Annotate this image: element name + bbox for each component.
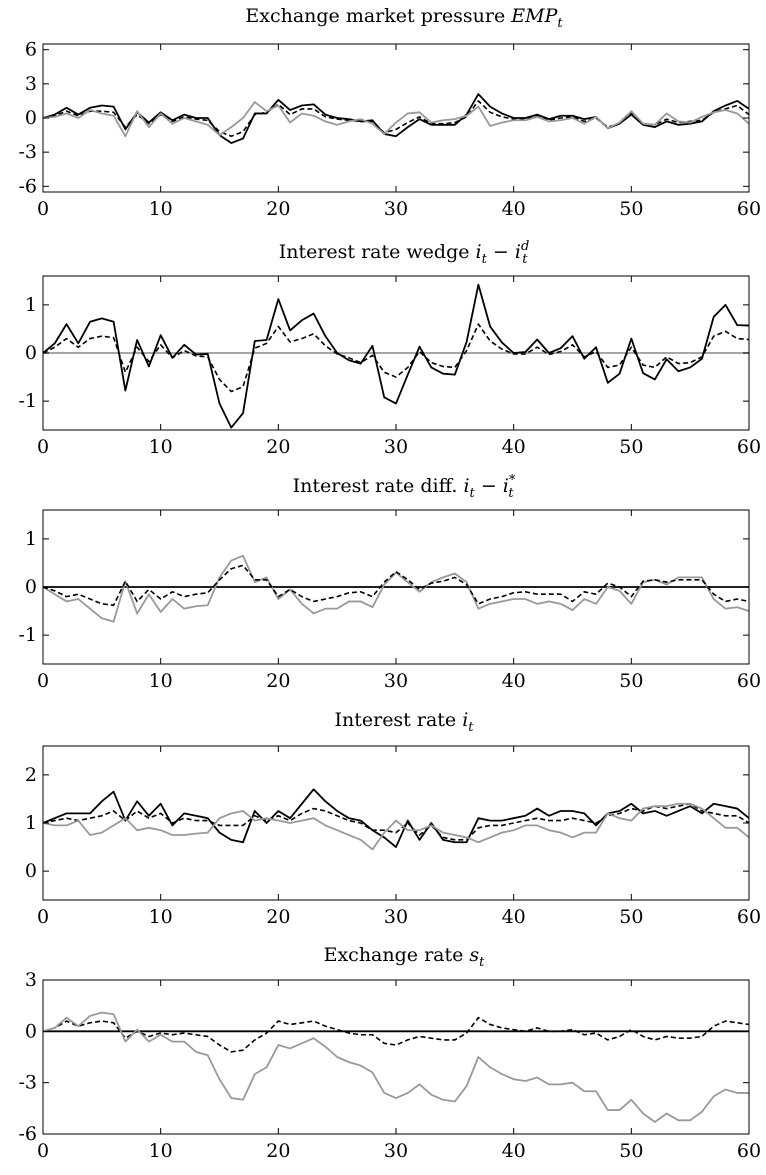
y-tick-label: 0 bbox=[25, 576, 37, 598]
x-tick-label: 60 bbox=[737, 198, 761, 220]
y-tick-label: 0 bbox=[25, 107, 37, 129]
y-tick-label: -1 bbox=[18, 390, 37, 412]
series-line-4-1 bbox=[43, 788, 749, 848]
series-group-2 bbox=[43, 283, 749, 429]
x-tick-label: 0 bbox=[37, 670, 49, 692]
x-tick-label: 10 bbox=[149, 1140, 173, 1162]
series-line-3-2 bbox=[43, 554, 749, 623]
x-tick-label: 30 bbox=[384, 906, 408, 928]
x-tick-label: 50 bbox=[619, 198, 643, 220]
x-tick-label: 20 bbox=[266, 1140, 290, 1162]
chart-title-5: Exchange rate st bbox=[324, 944, 486, 970]
x-tick-label: 60 bbox=[737, 670, 761, 692]
y-tick-label: 2 bbox=[25, 764, 37, 786]
plot-frame-1 bbox=[42, 43, 750, 193]
x-tick-label: 40 bbox=[502, 906, 526, 928]
y-tick-label: -3 bbox=[18, 1072, 37, 1094]
chart-panel-4: Interest rate it 0 10 20 30 40 50 60 0 1 2 bbox=[25, 709, 761, 928]
chart-panel-5: Exchange rate st 0 10 20 30 40 50 60 -6 -3 0 3 bbox=[18, 944, 761, 1162]
x-tick-label: 40 bbox=[502, 670, 526, 692]
x-tick-label: 60 bbox=[737, 436, 761, 458]
chart-panel-2: Interest rate wedge it − id t0 10 20 30 40 50 6… bbox=[18, 239, 761, 458]
series-group-1 bbox=[43, 93, 749, 144]
x-tick-label: 40 bbox=[502, 198, 526, 220]
chart-title-2: Interest rate wedge it − id t bbox=[279, 239, 530, 267]
x-tick-label: 60 bbox=[737, 1140, 761, 1162]
x-tick-label: 20 bbox=[266, 198, 290, 220]
x-tick-label: 10 bbox=[149, 198, 173, 220]
x-tick-label: 20 bbox=[266, 670, 290, 692]
y-tick-label: 6 bbox=[25, 39, 37, 61]
series-line-5-3 bbox=[43, 1011, 749, 1123]
series-line-4-3 bbox=[43, 802, 749, 851]
chart-panel-3: Interest rate diff. it − i* t0 10 20 30 40 50 6… bbox=[18, 473, 761, 692]
chart-title-1: Exchange market pressure EMPt bbox=[245, 5, 563, 31]
series-group-5 bbox=[43, 1011, 749, 1123]
y-tick-label: 3 bbox=[25, 969, 37, 991]
plot-frame-4 bbox=[42, 745, 750, 901]
chart-title-3: Interest rate diff. it − i* t bbox=[293, 473, 516, 501]
y-tick-label: 0 bbox=[25, 860, 37, 882]
x-tick-label: 60 bbox=[737, 906, 761, 928]
chart-title-4: Interest rate it bbox=[334, 709, 474, 735]
y-tick-label: -1 bbox=[18, 624, 37, 646]
x-tick-label: 50 bbox=[619, 906, 643, 928]
x-tick-label: 50 bbox=[619, 670, 643, 692]
series-line-1-3 bbox=[43, 101, 749, 138]
x-tick-label: 50 bbox=[619, 436, 643, 458]
x-tick-label: 40 bbox=[502, 436, 526, 458]
x-tick-label: 30 bbox=[384, 436, 408, 458]
y-tick-label: 0 bbox=[25, 1020, 37, 1042]
y-tick-label: 3 bbox=[25, 73, 37, 95]
y-tick-label: 0 bbox=[25, 342, 37, 364]
x-tick-label: 0 bbox=[37, 198, 49, 220]
series-line-5-2 bbox=[43, 1016, 749, 1053]
x-tick-label: 20 bbox=[266, 436, 290, 458]
y-tick-label: 1 bbox=[25, 812, 37, 834]
y-tick-label: 1 bbox=[25, 294, 37, 316]
x-tick-label: 0 bbox=[37, 1140, 49, 1162]
y-tick-label: -6 bbox=[18, 175, 37, 197]
series-line-4-2 bbox=[43, 802, 749, 841]
y-tick-label: 1 bbox=[25, 528, 37, 550]
series-group-4 bbox=[43, 788, 749, 851]
x-tick-label: 50 bbox=[619, 1140, 643, 1162]
y-tick-label: -3 bbox=[18, 141, 37, 163]
x-tick-label: 20 bbox=[266, 906, 290, 928]
x-tick-label: 0 bbox=[37, 436, 49, 458]
x-tick-label: 10 bbox=[149, 436, 173, 458]
x-tick-label: 30 bbox=[384, 670, 408, 692]
series-line-2-2 bbox=[43, 283, 749, 429]
x-tick-label: 0 bbox=[37, 906, 49, 928]
x-tick-label: 10 bbox=[149, 670, 173, 692]
x-tick-label: 40 bbox=[502, 1140, 526, 1162]
series-line-1-1 bbox=[43, 93, 749, 144]
series-line-2-3 bbox=[43, 323, 749, 393]
x-tick-label: 10 bbox=[149, 906, 173, 928]
x-tick-label: 30 bbox=[384, 1140, 408, 1162]
series-line-3-3 bbox=[43, 564, 749, 607]
plot-frame-5 bbox=[42, 979, 750, 1135]
y-tick-label: -6 bbox=[18, 1123, 37, 1145]
series-group-3 bbox=[43, 554, 749, 623]
x-tick-label: 30 bbox=[384, 198, 408, 220]
